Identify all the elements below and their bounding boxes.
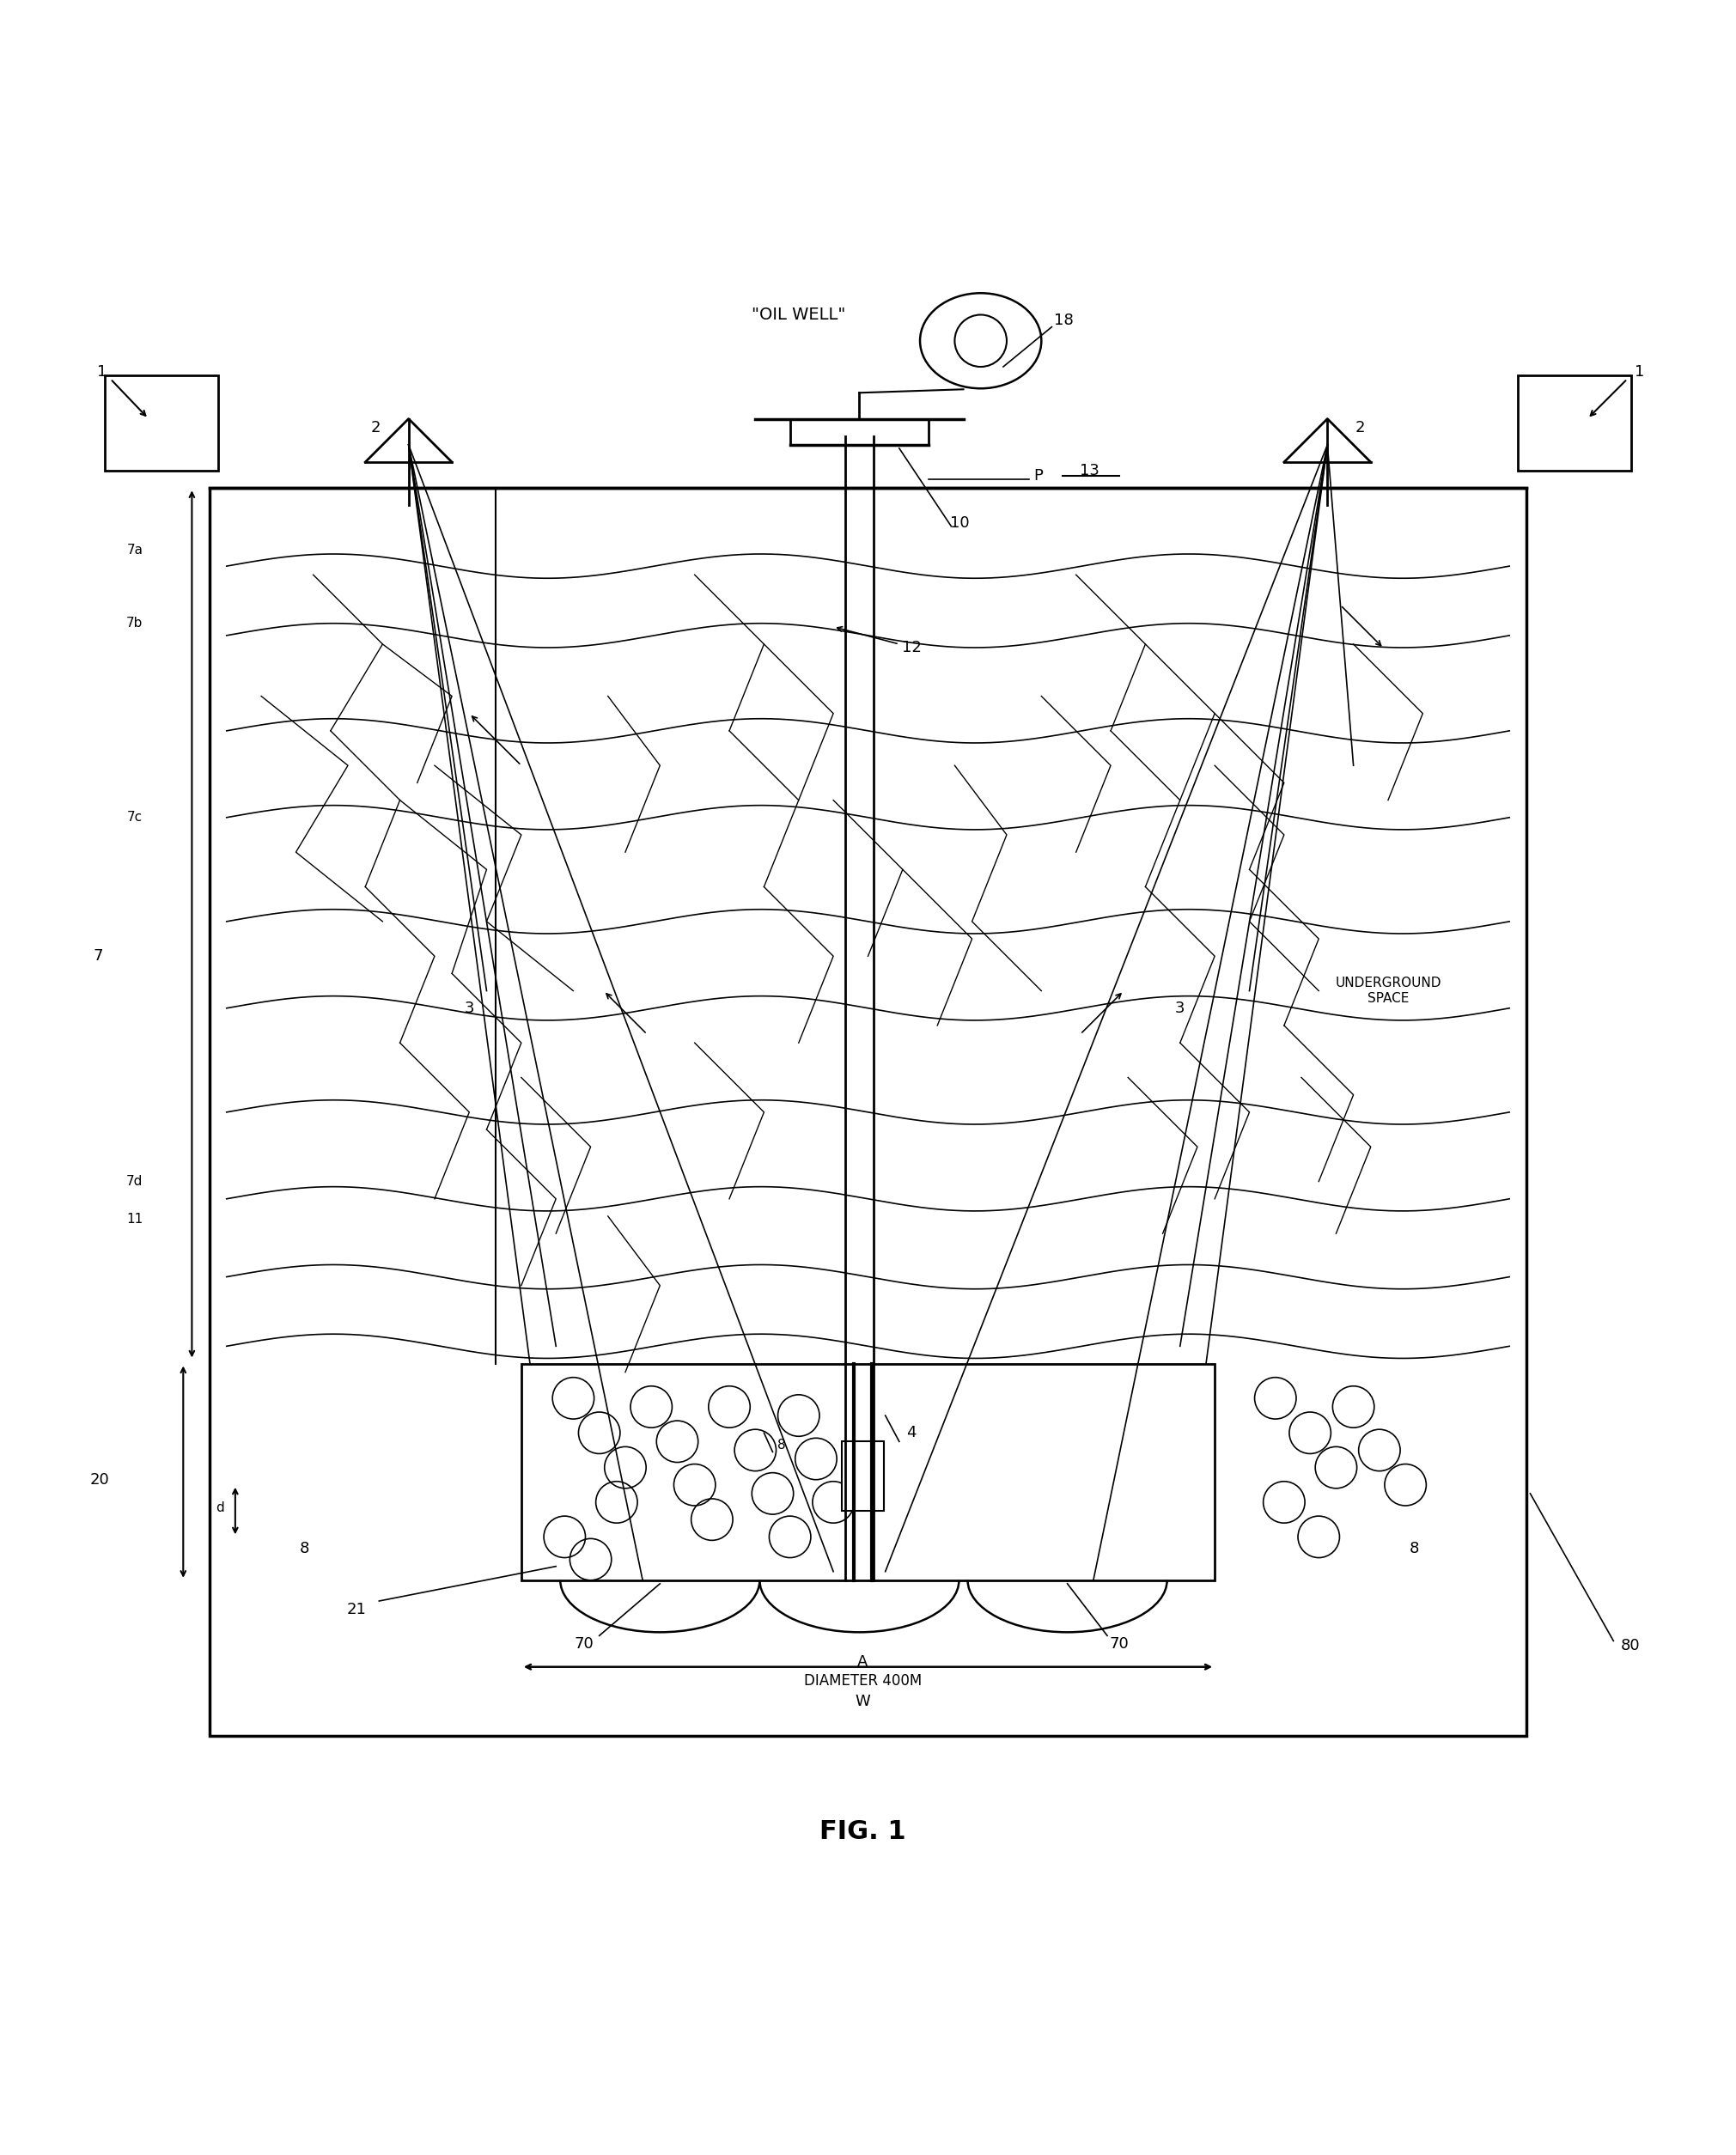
Text: P: P: [1033, 468, 1043, 483]
Bar: [1517, 375, 1630, 470]
Text: 7a: 7a: [127, 543, 142, 556]
Text: W: W: [856, 1694, 870, 1709]
Text: 10: 10: [950, 515, 970, 530]
Bar: [842, 1442, 884, 1511]
Bar: [521, 1364, 1215, 1580]
Text: 4: 4: [906, 1424, 917, 1440]
Text: 70: 70: [1109, 1636, 1128, 1653]
Text: 2: 2: [372, 420, 380, 435]
Text: FIG. 1: FIG. 1: [819, 1819, 906, 1845]
Text: 1: 1: [1635, 364, 1644, 379]
Bar: [106, 375, 219, 470]
Text: "OIL WELL": "OIL WELL": [752, 306, 845, 323]
Text: 11: 11: [127, 1213, 142, 1226]
Text: 8: 8: [1410, 1541, 1418, 1556]
Text: 12: 12: [901, 640, 922, 655]
Text: 80: 80: [1621, 1638, 1641, 1653]
Text: d: d: [215, 1502, 224, 1513]
Text: 7b: 7b: [127, 616, 142, 629]
Text: 70: 70: [575, 1636, 594, 1653]
Text: UNDERGROUND
SPACE: UNDERGROUND SPACE: [1335, 976, 1441, 1004]
Text: 8: 8: [778, 1440, 785, 1452]
Text: A: A: [858, 1653, 868, 1670]
Text: 2: 2: [1356, 420, 1364, 435]
Text: 8: 8: [300, 1541, 309, 1556]
Text: 13: 13: [1080, 463, 1099, 478]
Text: 1: 1: [97, 364, 106, 379]
Text: 20: 20: [90, 1472, 109, 1487]
Text: 7: 7: [94, 948, 102, 963]
Text: DIAMETER 400M: DIAMETER 400M: [804, 1672, 922, 1690]
Text: 7c: 7c: [127, 810, 142, 823]
Text: 3: 3: [1175, 1000, 1186, 1015]
Text: 18: 18: [1054, 312, 1073, 328]
Text: 3: 3: [464, 1000, 474, 1015]
Text: 7d: 7d: [127, 1174, 142, 1187]
Text: 21: 21: [347, 1601, 366, 1618]
Bar: [210, 489, 1526, 1737]
